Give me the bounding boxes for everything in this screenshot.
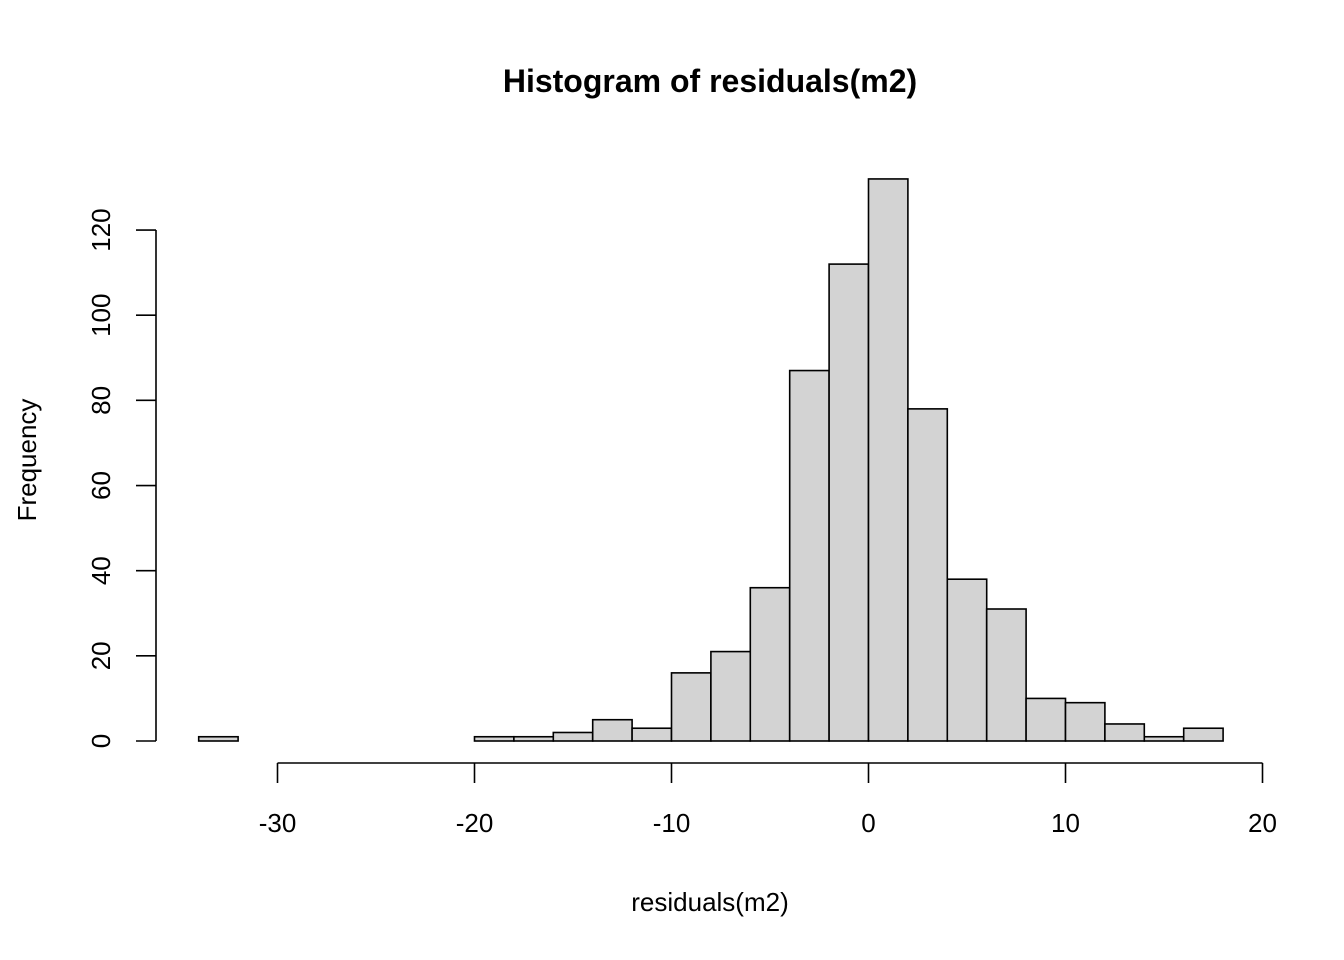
x-tick-label: 10 [1051, 808, 1080, 838]
y-tick-label: 100 [86, 294, 116, 337]
histogram-bar [907, 408, 949, 742]
y-axis-label: Frequency [12, 399, 42, 522]
y-axis: 0 20 40 60 80 100 120 [86, 208, 157, 748]
histogram-bar [591, 718, 633, 742]
histogram-bar [197, 735, 239, 742]
histogram-bar [552, 731, 594, 742]
y-tick-label: 60 [86, 471, 116, 500]
y-tick-label: 120 [86, 208, 116, 251]
histogram-bar [1143, 735, 1185, 742]
y-tick-label: 20 [86, 641, 116, 670]
histogram-bar [670, 672, 712, 742]
y-tick-label: 0 [86, 734, 116, 748]
histogram-bar [946, 578, 988, 742]
histogram-bar [867, 178, 909, 742]
histogram-bar [473, 735, 515, 742]
histogram-bar [985, 608, 1027, 742]
histogram-bar [1104, 723, 1146, 742]
histogram-bar [1025, 697, 1067, 742]
bars-group [197, 178, 1224, 742]
histogram-bar [828, 263, 870, 742]
histogram-bar [513, 735, 555, 742]
x-axis: -30 -20 -10 0 10 20 [259, 762, 1277, 838]
histogram-bar [1064, 701, 1106, 742]
x-tick-label: -10 [653, 808, 691, 838]
histogram-bar [631, 727, 673, 742]
x-tick-label: 0 [861, 808, 875, 838]
x-axis-label: residuals(m2) [631, 887, 789, 917]
histogram-bar [749, 586, 791, 742]
x-tick-label: 20 [1248, 808, 1277, 838]
chart-title: Histogram of residuals(m2) [503, 63, 917, 99]
histogram-bar [710, 650, 752, 742]
histogram-bar [1182, 727, 1224, 742]
x-tick-label: -30 [259, 808, 297, 838]
y-tick-label: 40 [86, 556, 116, 585]
y-tick-label: 80 [86, 386, 116, 415]
histogram-bar [788, 369, 830, 742]
x-tick-label: -20 [456, 808, 494, 838]
